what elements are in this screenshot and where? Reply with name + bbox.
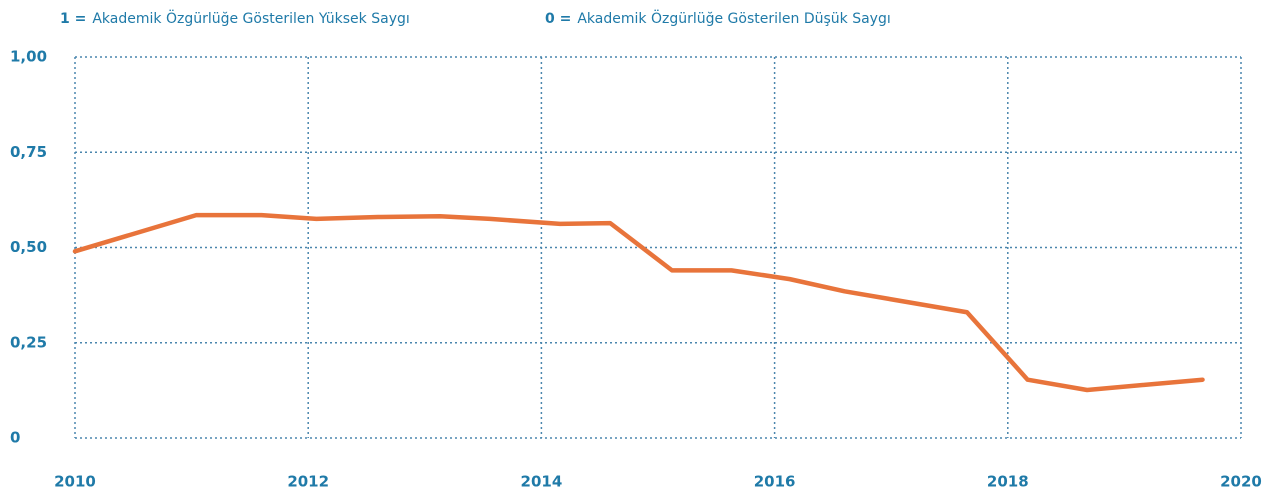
x-tick-label: 2018 — [987, 473, 1029, 491]
y-tick-label: 0,25 — [10, 333, 47, 351]
x-tick-label: 2020 — [1220, 473, 1262, 491]
y-tick-label: 0,50 — [10, 238, 47, 256]
y-tick-label: 0 — [10, 429, 20, 447]
y-tick-label: 0,75 — [10, 143, 47, 161]
note: 1 = Akademik Özgürlüğe Gösterilen Yüksek … — [60, 9, 410, 27]
x-tick-label: 2012 — [287, 473, 329, 491]
series-line — [72, 212, 1205, 393]
x-tick-label: 2016 — [754, 473, 796, 491]
x-tick-label: 2010 — [54, 473, 96, 491]
note-key: 0 = — [545, 11, 571, 27]
note: 0 = Akademik Özgürlüğe Gösterilen Düşük S… — [545, 9, 891, 27]
note-text: Akademik Özgürlüğe Gösterilen Düşük Sayg… — [577, 9, 890, 27]
y-tick-label: 1,00 — [10, 48, 47, 66]
note-text: Akademik Özgürlüğe Gösterilen Yüksek Say… — [92, 9, 409, 27]
x-tick-label: 2014 — [521, 473, 563, 491]
note-key: 1 = — [60, 11, 86, 27]
